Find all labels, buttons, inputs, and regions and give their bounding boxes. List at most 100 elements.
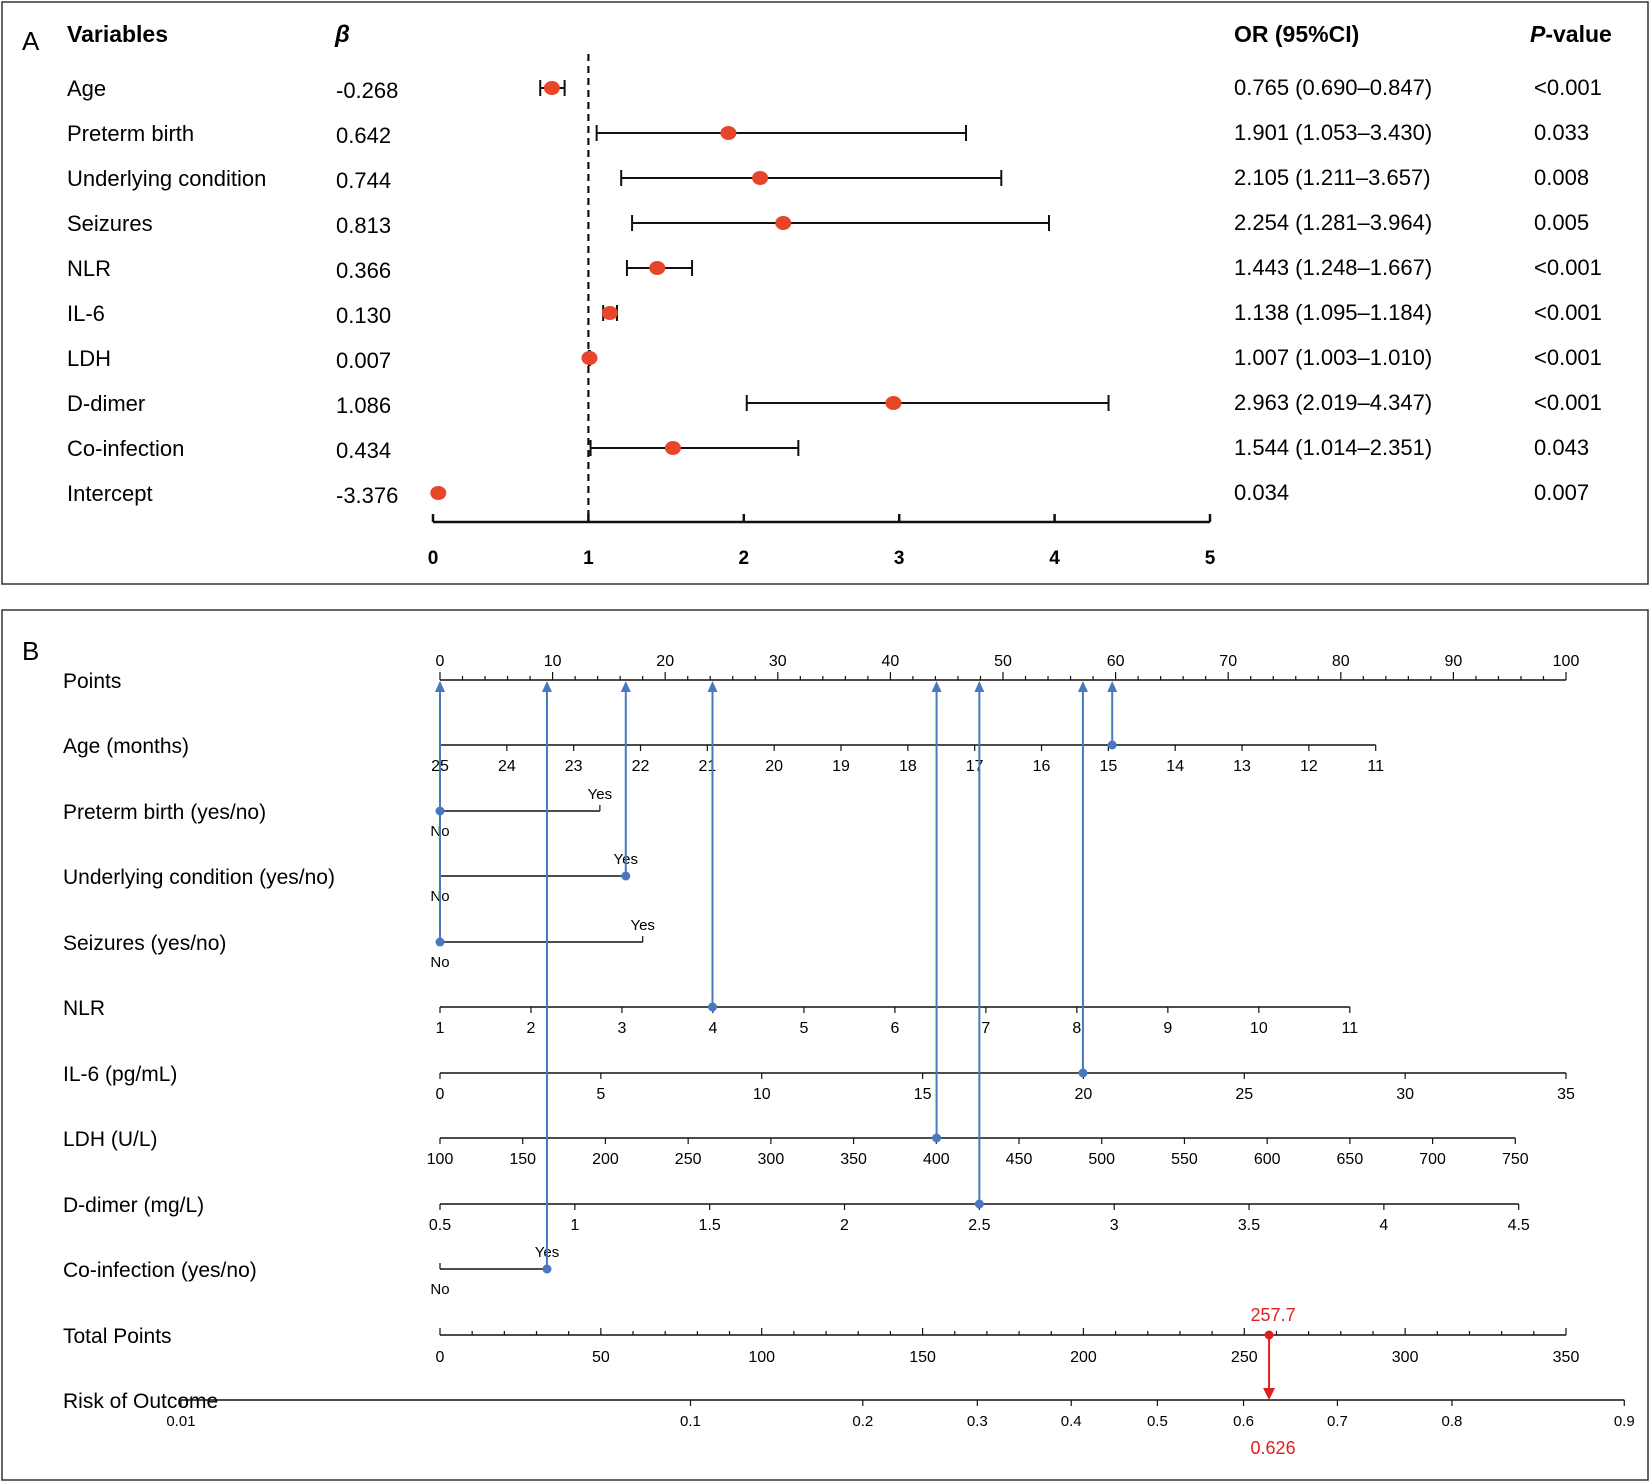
or-point: [601, 306, 618, 320]
scale-tick-label: 14: [1166, 758, 1184, 775]
scale-tick-label: 100: [427, 1151, 454, 1168]
or-ci-value: 2.254 (1.281–3.964): [1234, 210, 1432, 235]
x-tick-label: 3: [894, 548, 905, 569]
selected-point: [1078, 1068, 1088, 1078]
risk-arrowhead: [1263, 1388, 1276, 1400]
row-label-total-points: Total Points: [63, 1325, 172, 1348]
points-tick-label: 80: [1332, 653, 1350, 670]
scale-tick-label: 4.5: [1508, 1217, 1530, 1234]
scale-tick-label: 11: [1342, 1020, 1359, 1037]
scale-tick-label: 750: [1502, 1151, 1529, 1168]
panel-b-label: B: [22, 636, 39, 666]
scale-tick-label: 7: [981, 1020, 990, 1037]
scale-tick-label: 650: [1337, 1151, 1364, 1168]
total-tick-label: 250: [1231, 1349, 1258, 1366]
or-point: [752, 171, 769, 185]
row-label: Seizures (yes/no): [63, 932, 226, 955]
panel-a-label: A: [22, 26, 40, 56]
points-tick-label: 0: [436, 653, 445, 670]
connector-arrowhead: [707, 681, 718, 692]
beta-value: 0.130: [336, 303, 391, 328]
selected-point: [932, 1133, 942, 1143]
scale-tick-label: 8: [1072, 1020, 1081, 1037]
row-label-points: Points: [63, 670, 121, 693]
level-label-no: No: [430, 954, 449, 971]
scale-tick-label: 450: [1006, 1151, 1033, 1168]
row-label-risk: Risk of Outcome: [63, 1390, 218, 1413]
variable-label: Intercept: [67, 481, 153, 506]
level-label-yes: Yes: [630, 917, 654, 934]
connector-arrowhead: [1107, 681, 1118, 692]
panel-a-frame: [1, 1, 1649, 585]
variable-label: NLR: [67, 256, 111, 281]
scale-tick-label: 21: [698, 758, 716, 775]
scale-tick-label: 200: [592, 1151, 619, 1168]
total-tick-label: 200: [1070, 1349, 1097, 1366]
or-ci-value: 1.901 (1.053–3.430): [1234, 120, 1432, 145]
p-value: <0.001: [1534, 345, 1602, 370]
risk-tick-label: 0.01: [166, 1413, 195, 1430]
points-tick-label: 60: [1107, 653, 1125, 670]
scale-tick-label: 350: [840, 1151, 867, 1168]
variable-label: Co-infection: [67, 436, 184, 461]
total-tick-label: 350: [1553, 1349, 1580, 1366]
variable-label: Age: [67, 76, 106, 101]
or-ci-value: 1.138 (1.095–1.184): [1234, 300, 1432, 325]
p-value: 0.033: [1534, 120, 1589, 145]
total-tick-label: 300: [1392, 1349, 1419, 1366]
header-p-value: P-value: [1530, 21, 1612, 47]
scale-tick-label: 19: [832, 758, 850, 775]
selected-point: [435, 937, 445, 947]
connector-arrowhead: [435, 681, 445, 692]
variable-label: Seizures: [67, 211, 153, 236]
x-tick-label: 0: [428, 548, 439, 569]
forest-plot: Age -0.268 0.765 (0.690–0.847) <0.001 Preter…: [67, 54, 1602, 569]
p-value: <0.001: [1534, 255, 1602, 280]
level-label-no: No: [430, 1281, 449, 1298]
or-point: [664, 441, 681, 455]
scale-tick-label: 250: [675, 1151, 702, 1168]
risk-tick-label: 0.3: [967, 1413, 988, 1430]
scale-tick-label: 700: [1419, 1151, 1446, 1168]
beta-value: 0.434: [336, 438, 391, 463]
scale-tick-label: 25: [1235, 1086, 1253, 1103]
or-point: [430, 486, 447, 500]
row-label: Co-infection (yes/no): [63, 1259, 257, 1282]
points-tick-label: 50: [994, 653, 1012, 670]
risk-tick-label: 0.5: [1147, 1413, 1168, 1430]
row-label: LDH (U/L): [63, 1128, 158, 1151]
scale-tick-label: 4: [708, 1020, 717, 1037]
scale-tick-label: 3.5: [1238, 1217, 1260, 1234]
or-ci-value: 0.034: [1234, 480, 1289, 505]
scale-tick-label: 30: [1396, 1086, 1414, 1103]
scale-tick-label: 15: [1099, 758, 1117, 775]
panel-b-frame: [1, 609, 1649, 1481]
or-point: [581, 351, 598, 365]
x-tick-label: 5: [1205, 548, 1216, 569]
beta-value: 0.642: [336, 123, 391, 148]
x-tick-label: 4: [1049, 548, 1060, 569]
scale-tick-label: 10: [1250, 1020, 1268, 1037]
connector-arrowhead: [974, 681, 985, 692]
beta-value: 0.007: [336, 348, 391, 373]
risk-tick-label: 0.8: [1442, 1413, 1463, 1430]
or-ci-value: 1.007 (1.003–1.010): [1234, 345, 1432, 370]
connector-arrowhead: [931, 681, 942, 692]
row-label: NLR: [63, 997, 105, 1020]
scale-tick-label: 23: [565, 758, 583, 775]
scale-tick-label: 550: [1171, 1151, 1198, 1168]
scale-tick-label: 3: [618, 1020, 627, 1037]
risk-tick-label: 0.9: [1614, 1413, 1635, 1430]
points-tick-label: 30: [769, 653, 787, 670]
risk-tick-label: 0.2: [852, 1413, 873, 1430]
row-label: Age (months): [63, 735, 189, 758]
risk-tick-label: 0.4: [1061, 1413, 1082, 1430]
scale-tick-label: 1: [436, 1020, 445, 1037]
scale-tick-label: 20: [765, 758, 783, 775]
scale-tick-label: 17: [966, 758, 984, 775]
p-value: <0.001: [1534, 300, 1602, 325]
points-tick-label: 100: [1553, 653, 1580, 670]
or-ci-value: 2.963 (2.019–4.347): [1234, 390, 1432, 415]
risk-tick-label: 0.6: [1233, 1413, 1254, 1430]
